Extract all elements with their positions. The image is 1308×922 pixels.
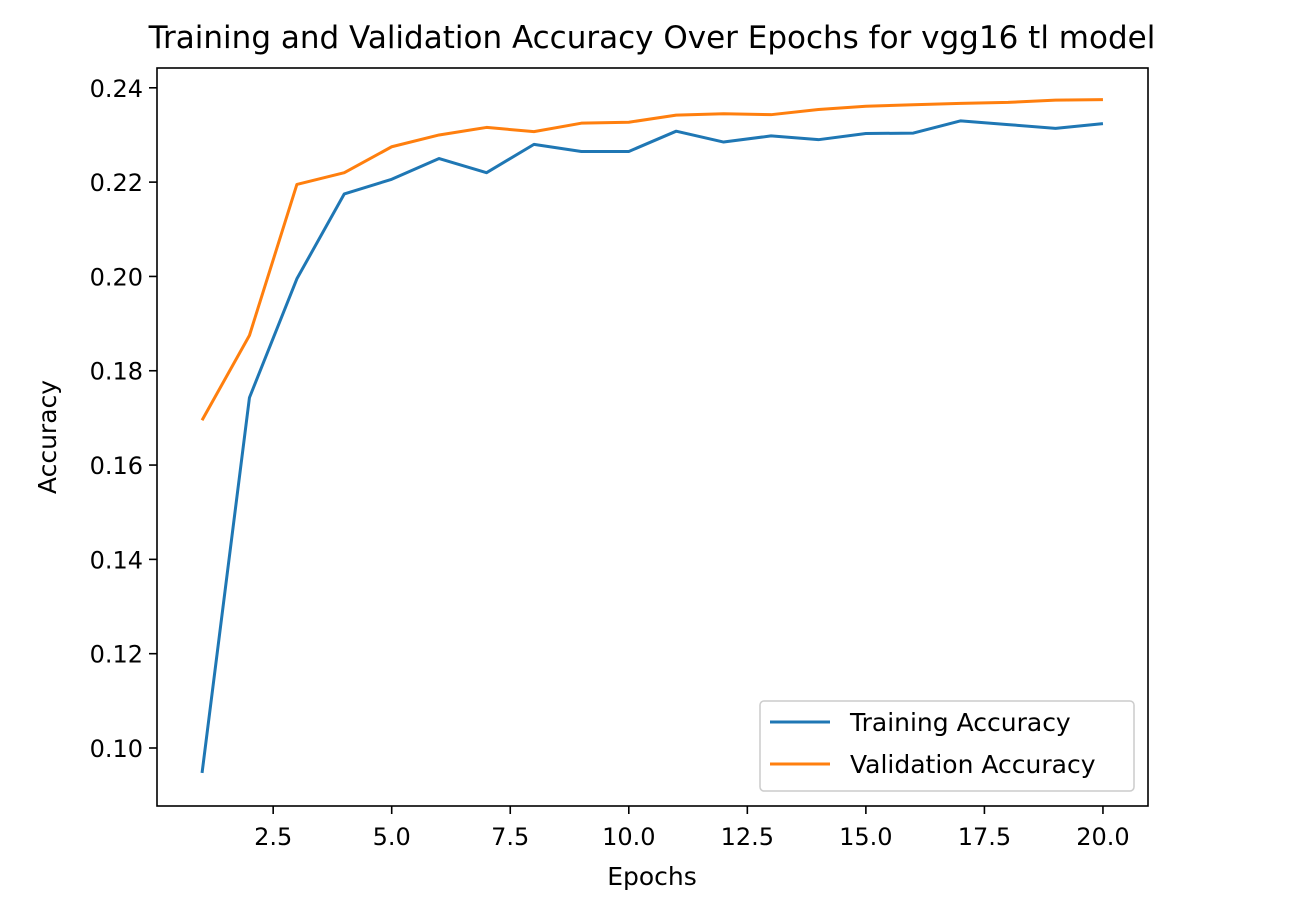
- x-tick-label: 5.0: [373, 823, 411, 851]
- series-line-training-accuracy: [200, 119, 1104, 774]
- x-axis-label: Epochs: [607, 862, 697, 891]
- x-tick-label: 2.5: [254, 823, 292, 851]
- y-tick-label: 0.24: [90, 75, 143, 103]
- series-layer: [200, 98, 1104, 774]
- y-tick-label: 0.20: [90, 263, 143, 291]
- x-tick-label: 10.0: [602, 823, 655, 851]
- legend-label-validation-accuracy: Validation Accuracy: [850, 750, 1096, 779]
- y-tick-label: 0.16: [90, 452, 143, 480]
- x-tick-label: 17.5: [958, 823, 1011, 851]
- legend-label-training-accuracy: Training Accuracy: [849, 708, 1071, 737]
- x-tick-label: 7.5: [491, 823, 529, 851]
- x-tick-label: 20.0: [1076, 823, 1129, 851]
- x-tick-label: 12.5: [721, 823, 774, 851]
- series-line-validation-accuracy: [200, 98, 1103, 421]
- chart-title: Training and Validation Accuracy Over Ep…: [148, 20, 1156, 56]
- legend: Training Accuracy Validation Accuracy: [759, 700, 1135, 792]
- legend-box: [759, 700, 1135, 792]
- y-tick-label: 0.22: [90, 169, 143, 197]
- plot-area-frame: [156, 67, 1149, 807]
- y-axis-ticks: 0.10 0.12 0.14 0.16 0.18 0.20 0.22 0.24: [90, 75, 157, 763]
- y-tick-label: 0.12: [90, 641, 143, 669]
- y-tick-label: 0.18: [90, 358, 143, 386]
- x-axis-ticks: 2.5 5.0 7.5 10.0 12.5 15.0 17.5 20.0: [254, 806, 1130, 851]
- y-tick-label: 0.10: [90, 735, 143, 763]
- y-axis-label: Accuracy: [33, 380, 62, 494]
- y-tick-label: 0.14: [90, 546, 143, 574]
- x-tick-label: 15.0: [839, 823, 892, 851]
